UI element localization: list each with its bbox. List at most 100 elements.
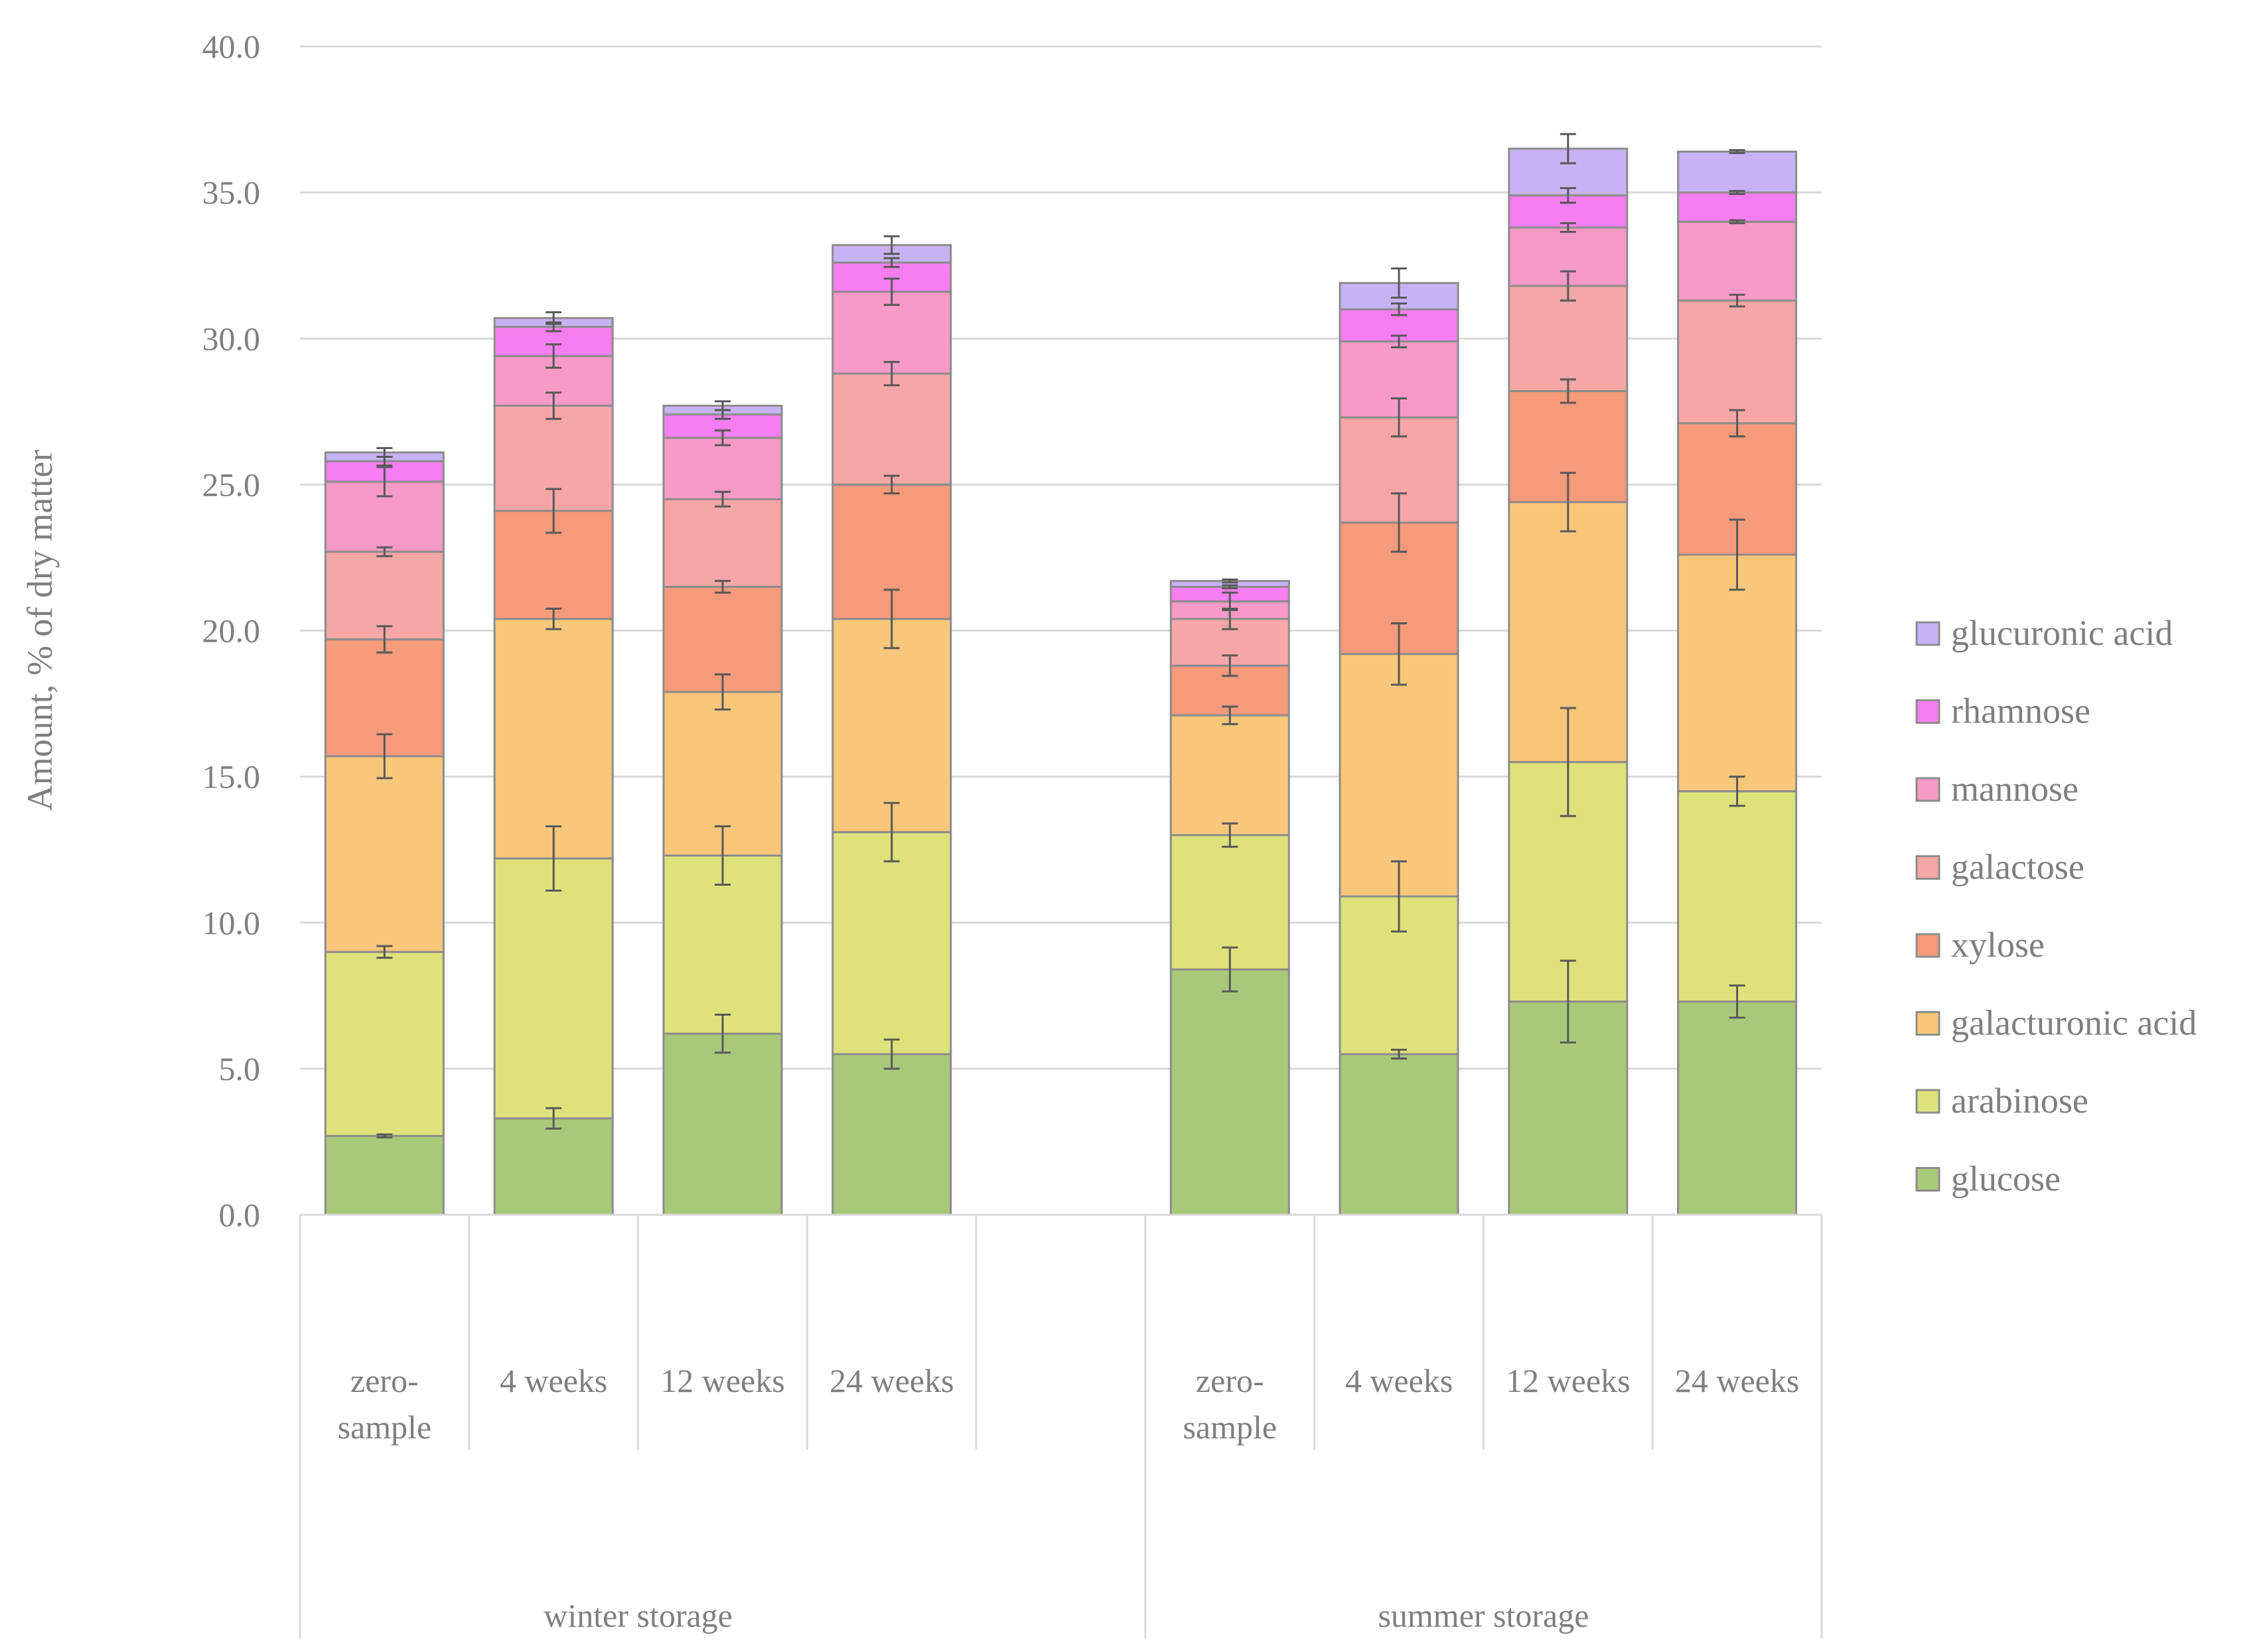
- error-bar-rhamnose-7: [1729, 190, 1745, 195]
- error-bar-glucose-1: [546, 1107, 562, 1130]
- category-label: zero-: [1196, 1362, 1264, 1399]
- category-label: sample: [1183, 1409, 1277, 1446]
- error-bar-glucuronic-acid-7: [1729, 149, 1745, 155]
- error-bar-glucuronic-acid-4: [1222, 578, 1238, 584]
- error-bar-galacturonic-acid-2: [714, 673, 731, 711]
- error-bar-glucose-4: [1222, 946, 1238, 993]
- bar-galacturonic-acid-5: [1339, 653, 1459, 898]
- error-bar-rhamnose-6: [1560, 187, 1576, 204]
- y-tick-label: 40.0: [202, 28, 261, 65]
- error-bar-xylose-3: [883, 474, 900, 495]
- error-bar-mannose-3: [883, 277, 900, 307]
- bar-glucose-0: [324, 1135, 445, 1216]
- error-bar-xylose-2: [714, 580, 731, 594]
- bar-galacturonic-acid-3: [832, 618, 952, 833]
- error-bar-xylose-1: [546, 488, 562, 534]
- y-tick-label: 25.0: [202, 466, 261, 503]
- bar-glucose-5: [1339, 1053, 1459, 1216]
- category-label: 12 weeks: [660, 1362, 784, 1399]
- error-bar-galacturonic-acid-5: [1391, 622, 1408, 686]
- legend-item-xylose: xylose: [1915, 925, 2045, 965]
- error-bars: [376, 133, 1745, 1138]
- category-label: 24 weeks: [830, 1362, 954, 1399]
- bar-arabinose-1: [493, 857, 614, 1120]
- group-label: summer storage: [1378, 1597, 1589, 1634]
- bar-glucose-1: [493, 1117, 614, 1216]
- error-bar-galactose-3: [883, 360, 900, 387]
- y-tick-label: 10.0: [202, 904, 261, 941]
- legend-item-rhamnose: rhamnose: [1915, 691, 2090, 731]
- bar-galacturonic-acid-7: [1677, 553, 1798, 793]
- error-bar-glucose-2: [714, 1013, 731, 1054]
- error-bar-glucose-3: [883, 1038, 900, 1070]
- bar-galacturonic-acid-4: [1169, 714, 1290, 837]
- error-bar-glucose-7: [1729, 984, 1745, 1019]
- error-bar-arabinose-1: [546, 825, 562, 892]
- bar-glucuronic-acid-7: [1677, 150, 1798, 194]
- category-label: sample: [338, 1409, 432, 1446]
- error-bar-glucose-0: [376, 1133, 393, 1138]
- legend-swatch: [1915, 1011, 1940, 1036]
- legend-item-glucose: glucose: [1915, 1159, 2061, 1199]
- error-bar-rhamnose-5: [1391, 302, 1408, 316]
- bar-rhamnose-7: [1677, 191, 1798, 223]
- error-bar-mannose-7: [1729, 219, 1745, 224]
- error-bar-galacturonic-acid-3: [883, 588, 900, 650]
- error-bar-galactose-6: [1560, 270, 1576, 302]
- legend-swatch: [1915, 699, 1940, 724]
- error-bar-rhamnose-3: [883, 257, 900, 268]
- error-bar-glucuronic-acid-0: [376, 447, 393, 458]
- error-bar-glucose-5: [1391, 1048, 1408, 1060]
- axes: 0.0 5.0 10.0 15.0 20.0 25.0 30.0 35.0 40.0 zero-s…: [20, 28, 1823, 1639]
- legend-label: galacturonic acid: [1951, 1003, 2197, 1043]
- bar-galactose-2: [662, 498, 783, 588]
- bar-galacturonic-acid-1: [493, 618, 614, 860]
- legend-swatch: [1915, 1167, 1940, 1192]
- error-bar-arabinose-7: [1729, 776, 1745, 807]
- legend: glucuronic acid rhamnose mannose galactose x…: [1915, 613, 2197, 1199]
- category-label: 12 weeks: [1506, 1362, 1630, 1399]
- error-bar-xylose-5: [1391, 492, 1408, 553]
- error-bar-arabinose-2: [714, 825, 731, 886]
- legend-label: glucuronic acid: [1951, 613, 2173, 653]
- bar-glucose-2: [662, 1032, 783, 1216]
- error-bar-mannose-5: [1391, 334, 1408, 348]
- error-bar-glucuronic-acid-2: [714, 400, 731, 411]
- bars: [324, 147, 1798, 1216]
- bar-arabinose-7: [1677, 790, 1798, 1003]
- bar-arabinose-0: [324, 951, 445, 1137]
- error-bar-mannose-1: [546, 343, 562, 369]
- legend-label: xylose: [1951, 925, 2045, 965]
- error-bar-glucuronic-acid-5: [1391, 267, 1408, 299]
- legend-item-arabinose: arabinose: [1915, 1081, 2088, 1121]
- bar-glucose-3: [832, 1053, 952, 1216]
- bar-galactose-7: [1677, 299, 1798, 425]
- legend-label: mannose: [1951, 769, 2078, 809]
- error-bar-glucuronic-acid-1: [546, 311, 562, 325]
- bar-mannose-2: [662, 437, 783, 500]
- legend-swatch: [1915, 621, 1940, 646]
- error-bar-mannose-6: [1560, 222, 1576, 234]
- legend-swatch: [1915, 777, 1940, 802]
- error-bar-xylose-6: [1560, 378, 1576, 404]
- category-label: 4 weeks: [1345, 1362, 1453, 1399]
- error-bar-mannose-0: [376, 466, 393, 498]
- legend-label: glucose: [1951, 1159, 2061, 1199]
- legend-item-galactose: galactose: [1915, 847, 2084, 887]
- y-tick-label: 30.0: [202, 320, 261, 357]
- error-bar-glucuronic-acid-6: [1560, 133, 1576, 165]
- legend-swatch: [1915, 933, 1940, 958]
- legend-item-glucuronic-acid: glucuronic acid: [1915, 613, 2173, 653]
- y-tick-label: 0.0: [219, 1196, 261, 1233]
- error-bar-galacturonic-acid-6: [1560, 472, 1576, 533]
- error-bar-mannose-4: [1222, 591, 1238, 612]
- bar-galactose-6: [1508, 285, 1629, 392]
- error-bar-mannose-2: [714, 429, 731, 447]
- legend-item-galacturonic-acid: galacturonic acid: [1915, 1003, 2197, 1043]
- bar-galacturonic-acid-0: [324, 755, 445, 953]
- error-bar-glucose-6: [1560, 959, 1576, 1044]
- error-bar-xylose-4: [1222, 654, 1238, 677]
- legend-swatch: [1915, 855, 1940, 880]
- y-tick-label: 20.0: [202, 612, 261, 650]
- error-bar-galacturonic-acid-4: [1222, 705, 1238, 725]
